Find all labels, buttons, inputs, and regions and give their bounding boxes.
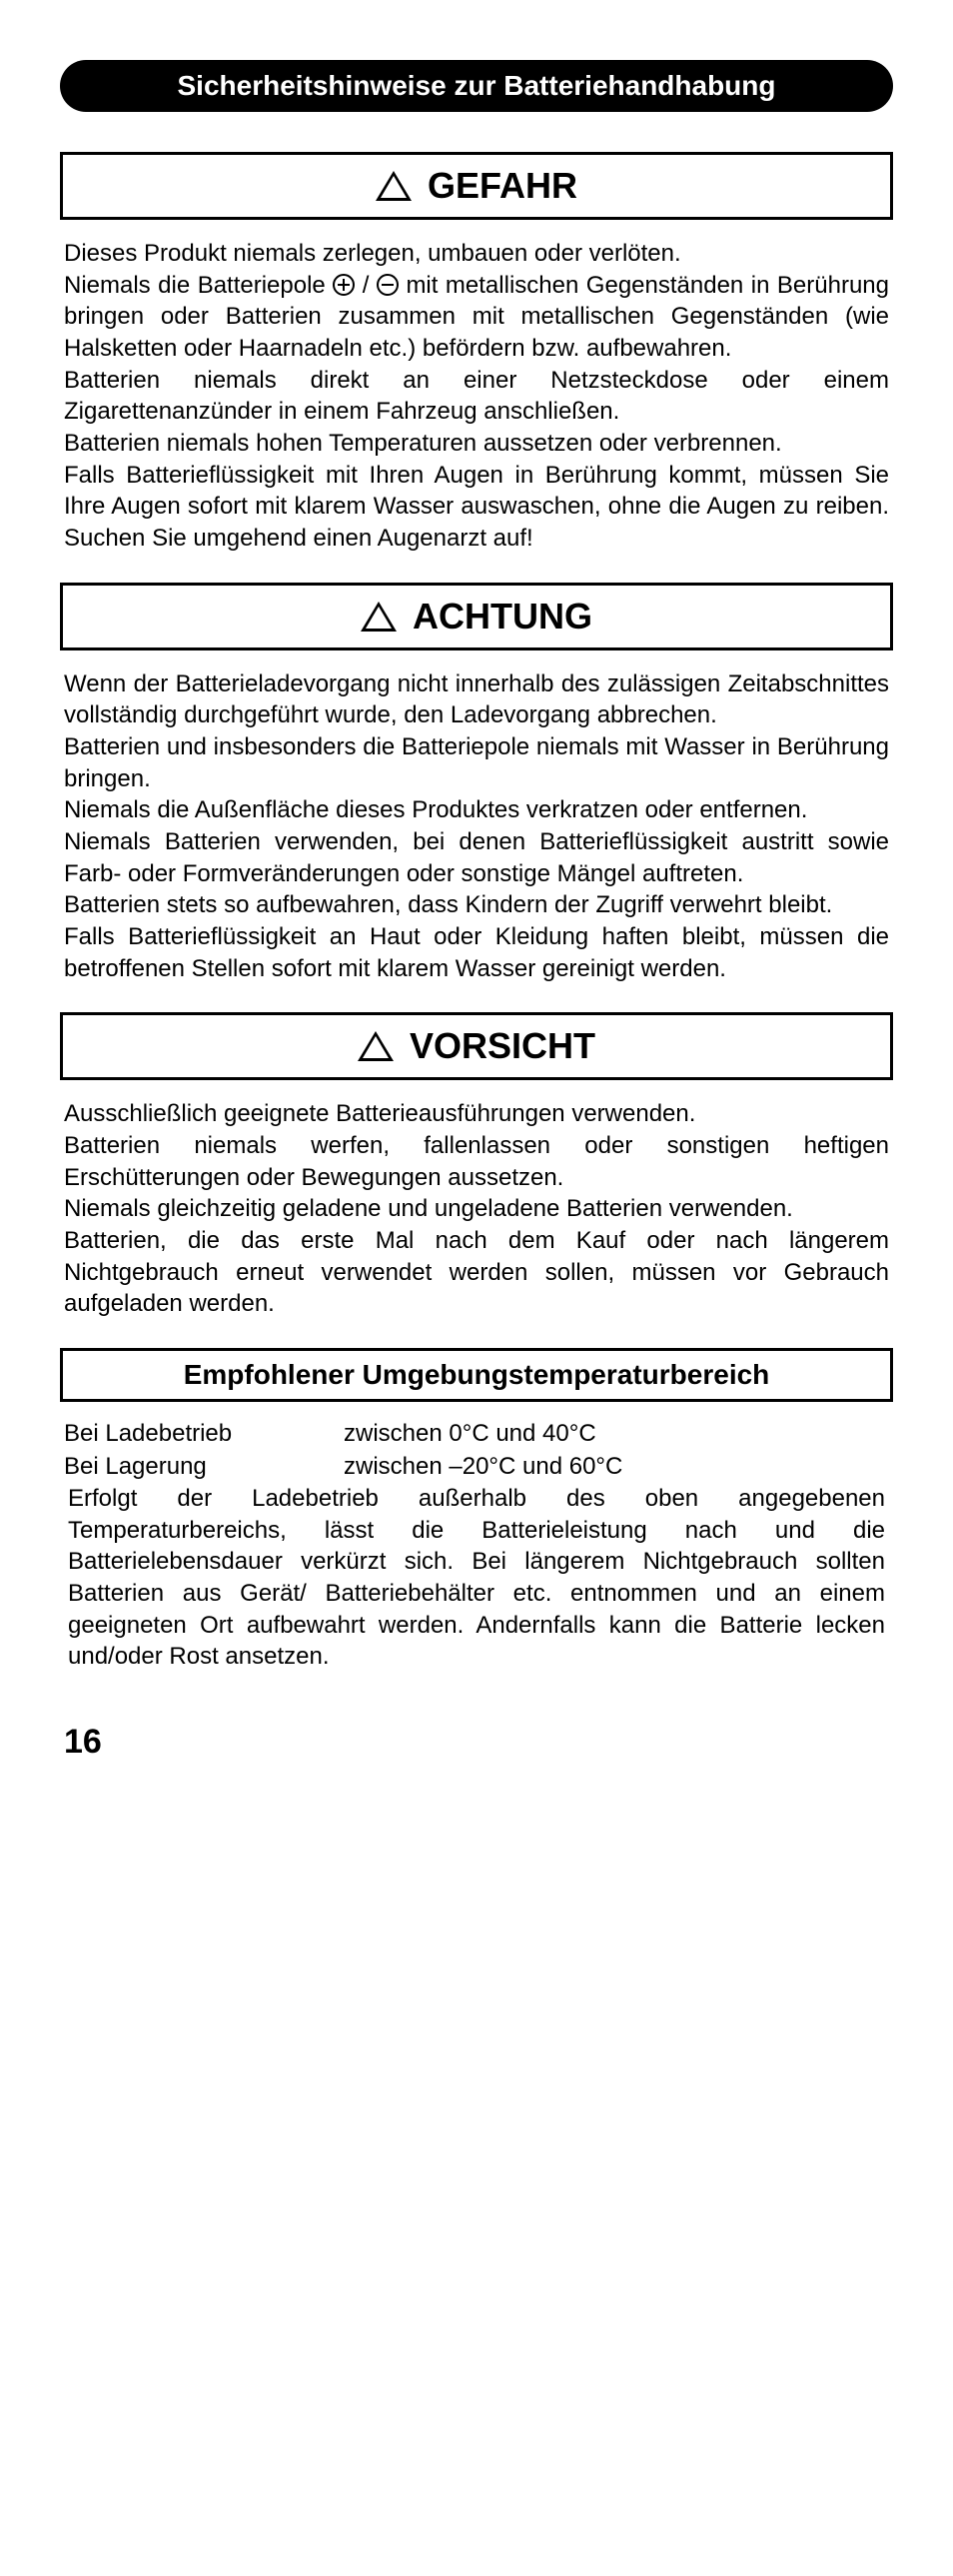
warning-triangle-icon: [361, 602, 397, 632]
temp-paragraph: Erfolgt der Ladebetrieb außerhalb des ob…: [64, 1483, 889, 1673]
gefahr-p2: Niemals die Batteriepole / mit metallisc…: [64, 270, 889, 365]
temp-row-charge: Bei Ladebetrieb zwischen 0°C und 40°C: [64, 1418, 889, 1450]
temp-row1-value: zwischen 0°C und 40°C: [344, 1418, 596, 1450]
achtung-p5: Batterien stets so aufbewahren, dass Kin…: [64, 889, 889, 921]
temperature-body: Bei Ladebetrieb zwischen 0°C und 40°C Be…: [60, 1418, 893, 1673]
temperature-title-box: Empfohlener Umgebungstemperaturbereich: [60, 1348, 893, 1402]
vorsicht-box: VORSICHT: [60, 1012, 893, 1080]
page-number: 16: [60, 1723, 893, 1762]
gefahr-p4: Batterien niemals hohen Temperaturen aus…: [64, 428, 889, 460]
vorsicht-body: Ausschließlich geeignete Batterieausführ…: [60, 1098, 893, 1320]
vorsicht-p4: Batterien, die das erste Mal nach dem Ka…: [64, 1225, 889, 1320]
vorsicht-p3: Niemals gleichzeitig geladene und ungela…: [64, 1193, 889, 1225]
gefahr-p3: Batterien niemals direkt an einer Netzst…: [64, 365, 889, 428]
vorsicht-label: VORSICHT: [410, 1025, 595, 1067]
achtung-p1: Wenn der Batterieladevorgang nicht inner…: [64, 668, 889, 731]
temp-row2-value: zwischen –20°C und 60°C: [344, 1451, 622, 1483]
gefahr-p2a: Niemals die Batteriepole: [64, 272, 333, 299]
achtung-label: ACHTUNG: [413, 596, 592, 638]
warning-triangle-icon: [358, 1031, 394, 1061]
achtung-body: Wenn der Batterieladevorgang nicht inner…: [60, 668, 893, 985]
gefahr-body: Dieses Produkt niemals zerlegen, umbauen…: [60, 238, 893, 555]
achtung-box: ACHTUNG: [60, 583, 893, 650]
gefahr-box: GEFAHR: [60, 152, 893, 220]
gefahr-label: GEFAHR: [428, 165, 577, 207]
achtung-p3: Niemals die Außenfläche dieses Produktes…: [64, 794, 889, 826]
warning-triangle-icon: [376, 171, 412, 201]
gefahr-p5: Falls Batterieflüssigkeit mit Ihren Auge…: [64, 460, 889, 555]
temp-row1-label: Bei Ladebetrieb: [64, 1418, 344, 1450]
page-header-pill: Sicherheitshinweise zur Batteriehandhabu…: [60, 60, 893, 112]
temp-row-storage: Bei Lagerung zwischen –20°C und 60°C: [64, 1451, 889, 1483]
minus-pole-icon: [377, 274, 399, 296]
achtung-p6: Falls Batterieflüssigkeit an Haut oder K…: [64, 921, 889, 984]
gefahr-p1: Dieses Produkt niemals zerlegen, umbauen…: [64, 238, 889, 270]
achtung-p2: Batterien und insbesonders die Batteriep…: [64, 731, 889, 794]
temp-row2-label: Bei Lagerung: [64, 1451, 344, 1483]
plus-pole-icon: [333, 274, 355, 296]
achtung-p4: Niemals Batterien verwenden, bei denen B…: [64, 826, 889, 889]
vorsicht-p2: Batterien niemals werfen, fallenlassen o…: [64, 1130, 889, 1193]
vorsicht-p1: Ausschließlich geeignete Batterieausführ…: [64, 1098, 889, 1130]
